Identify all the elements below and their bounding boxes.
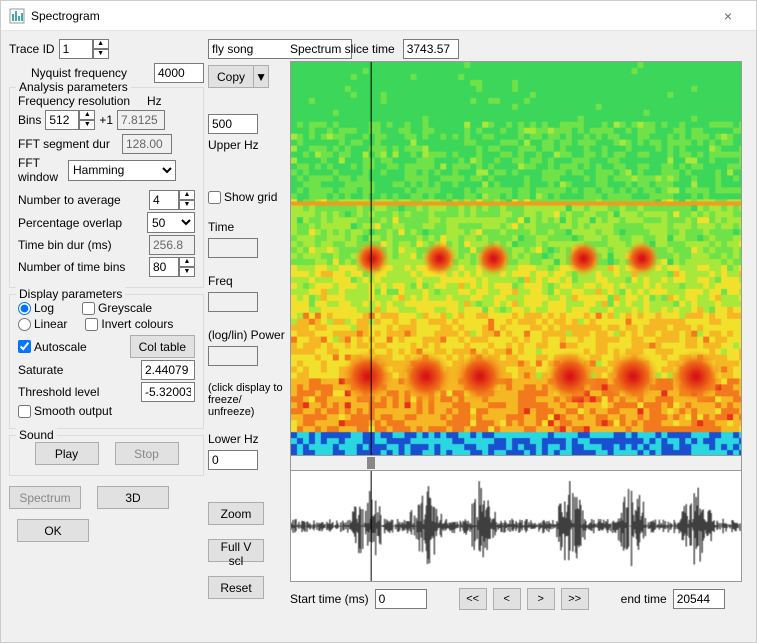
- left-column: Trace ID ▲▼ Nyquist frequency Analysis p…: [9, 39, 204, 634]
- end-time-field[interactable]: [673, 589, 725, 609]
- app-icon: [9, 8, 25, 24]
- num-avg-label: Number to average: [18, 193, 121, 207]
- hz-value-field: [117, 110, 165, 130]
- titlebar: Spectrogram ×: [1, 1, 756, 31]
- autoscale-check[interactable]: Autoscale: [18, 340, 87, 354]
- nav-last-button[interactable]: >>: [561, 588, 589, 610]
- time-bin-field: [149, 235, 195, 255]
- fft-seg-field: [122, 134, 172, 154]
- fft-seg-label: FFT segment dur: [18, 137, 118, 151]
- time-bin-label: Time bin dur (ms): [18, 238, 112, 252]
- 3d-button[interactable]: 3D: [97, 486, 169, 509]
- time-slider[interactable]: [290, 456, 742, 470]
- upper-hz-field[interactable]: [208, 114, 258, 134]
- time-label: Time: [208, 220, 286, 234]
- freq-label: Freq: [208, 274, 286, 288]
- num-bins-label: Number of time bins: [18, 260, 125, 274]
- freq-field: [208, 292, 258, 312]
- show-grid-check[interactable]: Show grid: [208, 190, 286, 204]
- ok-button[interactable]: OK: [17, 519, 89, 542]
- time-field: [208, 238, 258, 258]
- spectrogram-display[interactable]: [290, 61, 742, 456]
- right-column: Spectrum slice time Start time (ms) << <…: [290, 39, 748, 634]
- freq-res-label: Frequency resolution: [18, 94, 130, 108]
- pct-overlap-label: Percentage overlap: [18, 216, 122, 230]
- plus1-label: +1: [99, 113, 113, 127]
- threshold-label: Threshold level: [18, 385, 99, 399]
- trace-id-field[interactable]: [59, 39, 93, 59]
- num-avg-field[interactable]: [149, 190, 179, 210]
- reset-button[interactable]: Reset: [208, 576, 264, 599]
- nyquist-label: Nyquist frequency: [31, 66, 127, 80]
- start-time-label: Start time (ms): [290, 592, 369, 606]
- spin-down-icon[interactable]: ▼: [179, 267, 195, 277]
- lower-hz-field[interactable]: [208, 450, 258, 470]
- close-icon[interactable]: ×: [708, 1, 748, 31]
- nav-next-button[interactable]: >: [527, 588, 555, 610]
- spin-up-icon[interactable]: ▲: [179, 257, 195, 267]
- pct-overlap-select[interactable]: 50: [147, 212, 195, 233]
- saturate-label: Saturate: [18, 363, 63, 377]
- nav-prev-button[interactable]: <: [493, 588, 521, 610]
- col-table-button[interactable]: Col table: [130, 335, 195, 358]
- invert-check[interactable]: Invert colours: [85, 317, 173, 331]
- saturate-field[interactable]: [141, 360, 195, 380]
- threshold-field[interactable]: [141, 382, 195, 402]
- spin-down-icon[interactable]: ▼: [93, 49, 109, 59]
- play-button[interactable]: Play: [35, 442, 99, 465]
- spin-up-icon[interactable]: ▲: [179, 190, 195, 200]
- start-time-field[interactable]: [375, 589, 427, 609]
- spectrum-button[interactable]: Spectrum: [9, 486, 81, 509]
- fft-win-label: FFT window: [18, 156, 64, 184]
- bins-label: Bins: [18, 113, 41, 127]
- spin-up-icon[interactable]: ▲: [79, 110, 95, 120]
- middle-column: Copy▼ Upper Hz Show grid Time Freq (log/…: [208, 39, 286, 634]
- zoom-button[interactable]: Zoom: [208, 502, 264, 525]
- analysis-legend: Analysis parameters: [16, 80, 131, 94]
- lower-hz-label: Lower Hz: [208, 432, 286, 446]
- window-title: Spectrogram: [31, 9, 708, 23]
- num-avg-input[interactable]: ▲▼: [149, 190, 195, 210]
- smooth-check[interactable]: Smooth output: [18, 404, 112, 418]
- analysis-fieldset: Analysis parameters Frequency resolution…: [9, 87, 204, 288]
- dropdown-icon[interactable]: ▼: [253, 65, 269, 88]
- trace-id-input[interactable]: ▲▼: [59, 39, 109, 59]
- power-field: [208, 346, 258, 366]
- power-label: (log/lin) Power: [208, 328, 286, 342]
- slider-thumb[interactable]: [367, 457, 375, 469]
- trace-id-label: Trace ID: [9, 42, 55, 56]
- linear-radio[interactable]: Linear: [18, 317, 67, 331]
- nav-first-button[interactable]: <<: [459, 588, 487, 610]
- stop-button[interactable]: Stop: [115, 442, 179, 465]
- spin-down-icon[interactable]: ▼: [179, 200, 195, 210]
- content: Trace ID ▲▼ Nyquist frequency Analysis p…: [1, 31, 756, 642]
- display-fieldset: Display parameters Log Greyscale Linear …: [9, 294, 204, 429]
- fft-window-select[interactable]: Hamming: [68, 160, 176, 181]
- greyscale-check[interactable]: Greyscale: [82, 301, 152, 315]
- log-radio[interactable]: Log: [18, 301, 54, 315]
- bins-input[interactable]: ▲▼: [45, 110, 95, 130]
- bins-field[interactable]: [45, 110, 79, 130]
- upper-hz-label: Upper Hz: [208, 138, 286, 152]
- nyquist-field[interactable]: [154, 63, 204, 83]
- spin-up-icon[interactable]: ▲: [93, 39, 109, 49]
- spin-down-icon[interactable]: ▼: [79, 120, 95, 130]
- window: Spectrogram × Trace ID ▲▼ Nyquist freque…: [0, 0, 757, 643]
- hint-label: (click display to freeze/ unfreeze): [208, 382, 286, 418]
- slice-field[interactable]: [403, 39, 459, 59]
- sound-fieldset: Sound Play Stop: [9, 435, 204, 476]
- waveform-display[interactable]: [290, 470, 742, 582]
- sound-legend: Sound: [16, 428, 57, 442]
- num-bins-field[interactable]: [149, 257, 179, 277]
- slice-label: Spectrum slice time: [290, 42, 395, 56]
- full-vscl-button[interactable]: Full V scl: [208, 539, 264, 562]
- hz-label: Hz: [147, 94, 195, 108]
- num-bins-input[interactable]: ▲▼: [149, 257, 195, 277]
- display-legend: Display parameters: [16, 287, 125, 301]
- copy-button[interactable]: Copy▼: [208, 65, 269, 88]
- end-time-label: end time: [621, 592, 667, 606]
